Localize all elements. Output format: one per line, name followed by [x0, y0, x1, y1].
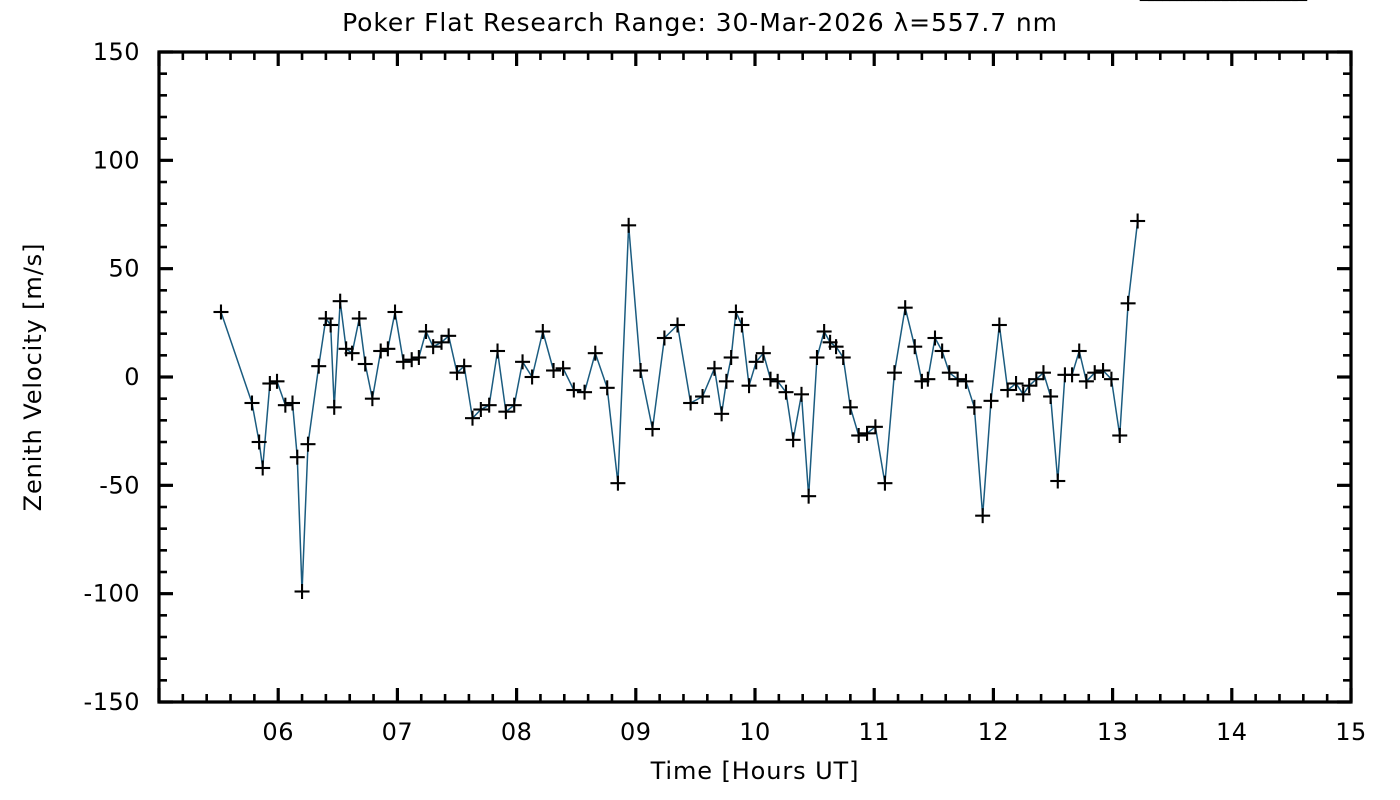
chart-title: Poker Flat Research Range: 30-Mar-2026 λ… — [342, 8, 1058, 37]
x-tick-label: 09 — [620, 718, 652, 746]
y-tick-label: 150 — [93, 38, 140, 66]
y-tick-label: 50 — [108, 255, 140, 283]
data-series-group — [213, 0, 1308, 599]
x-tick-label: 12 — [978, 718, 1010, 746]
y-tick-label: 100 — [93, 146, 140, 174]
y-tick-label: -150 — [84, 688, 140, 716]
y-tick-label: -50 — [99, 471, 140, 499]
x-tick-label: 11 — [858, 718, 890, 746]
x-tick-label: 08 — [501, 718, 533, 746]
x-tick-label: 13 — [1097, 718, 1129, 746]
x-tick-label: 15 — [1335, 718, 1367, 746]
axes-group — [157, 50, 1353, 704]
x-tick-label: 07 — [382, 718, 414, 746]
x-axis-title: Time [Hours UT] — [650, 757, 860, 785]
y-axis-title: Zenith Velocity [m/s] — [19, 243, 47, 512]
y-tick-label: 0 — [124, 363, 140, 391]
x-tick-label: 06 — [262, 718, 294, 746]
x-tick-label: 14 — [1216, 718, 1248, 746]
x-tick-label: 10 — [739, 718, 771, 746]
y-tick-label: -100 — [84, 580, 140, 608]
tick-labels-group: 06 07 08 09 10 11 12 13 14 15 -150 -100 -50 0 50 100 150 — [84, 38, 1367, 746]
series-markers-0 — [213, 0, 1308, 599]
